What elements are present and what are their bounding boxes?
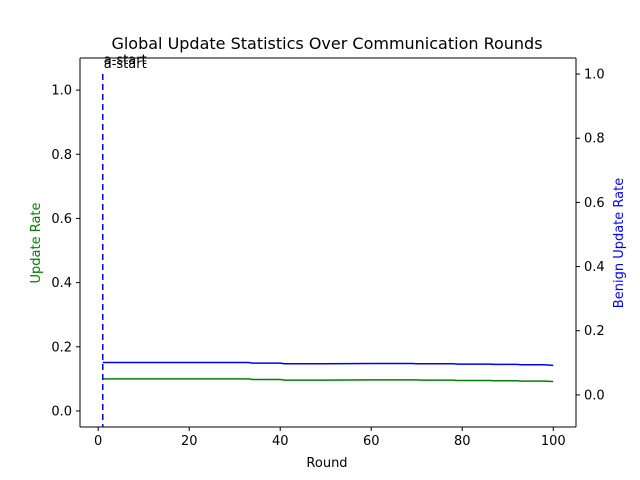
right-y-tick-label: 0.4 <box>584 260 605 275</box>
chart-title: Global Update Statistics Over Communicat… <box>111 34 542 53</box>
left-y-tick-label: 1.0 <box>51 84 72 99</box>
annotation-a-start-left: a-start <box>104 53 147 68</box>
right-y-axis-label: Benign Update Rate <box>612 178 627 308</box>
left-y-tick-label: 0.8 <box>51 148 72 163</box>
series-line-benign-update-rate <box>102 361 554 367</box>
left-y-tick-label: 0.2 <box>51 340 72 355</box>
right-y-tick-label: 0.2 <box>584 324 605 339</box>
right-y-tick-label: 0.0 <box>584 388 605 403</box>
annotation-a-start-right: a-start <box>104 57 147 72</box>
left-y-tick-label: 0.0 <box>51 404 72 419</box>
right-y-tick-label: 0.8 <box>584 132 605 147</box>
left-y-tick-label: 0.4 <box>51 276 72 291</box>
series-line-update-rate <box>102 378 554 383</box>
x-tick-label: 0 <box>94 434 102 449</box>
right-y-tick-label: 0.6 <box>584 196 605 211</box>
x-axis-label: Round <box>306 456 347 471</box>
right-y-tick-label: 1.0 <box>584 68 605 83</box>
x-tick-label: 20 <box>181 434 198 449</box>
x-tick-label: 60 <box>363 434 380 449</box>
x-tick-label: 40 <box>272 434 289 449</box>
x-tick-label: 100 <box>541 434 566 449</box>
x-tick-label: 80 <box>454 434 471 449</box>
left-y-axis-label: Update Rate <box>29 202 44 283</box>
left-y-tick-label: 0.6 <box>51 212 72 227</box>
